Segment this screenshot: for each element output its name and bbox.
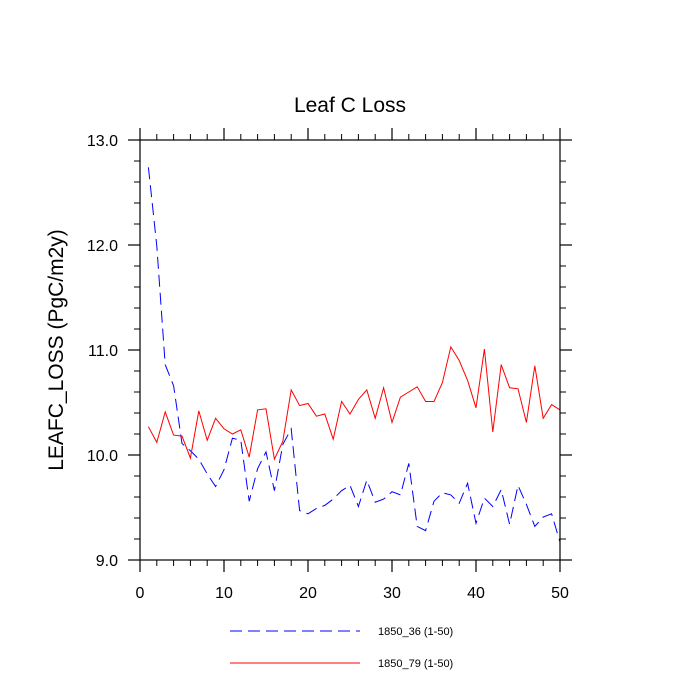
- legend-label-1: 1850_36 (1-50): [378, 626, 453, 638]
- axis-ticks: [128, 128, 572, 572]
- legend: 1850_36 (1-50) 1850_79 (1-50): [230, 626, 453, 670]
- legend-label-2: 1850_79 (1-50): [378, 658, 453, 670]
- x-tick-label: 10: [215, 585, 233, 602]
- y-axis-label: LEAFC_LOSS (PgC/m2y): [45, 229, 68, 471]
- x-tick-label: 30: [383, 585, 401, 602]
- y-tick-label: 9.0: [96, 553, 118, 570]
- y-tick-label: 10.0: [87, 448, 118, 465]
- series-line-1: [147, 167, 561, 543]
- plot-frame: [139, 139, 561, 561]
- y-tick-label: 13.0: [87, 133, 118, 150]
- x-tick-label: 0: [136, 585, 145, 602]
- chart-title: Leaf C Loss: [294, 94, 406, 117]
- series-layer: [147, 167, 561, 543]
- y-tick-label: 12.0: [87, 238, 118, 255]
- x-tick-label: 20: [299, 585, 317, 602]
- y-tick-label: 11.0: [88, 343, 118, 360]
- x-tick-label: 50: [551, 585, 569, 602]
- tick-labels: 0 10 20 30 40 50 9.0 10.0 11.0 12.0 13.0: [87, 133, 569, 602]
- series-line-2: [147, 345, 561, 461]
- x-tick-label: 40: [467, 585, 485, 602]
